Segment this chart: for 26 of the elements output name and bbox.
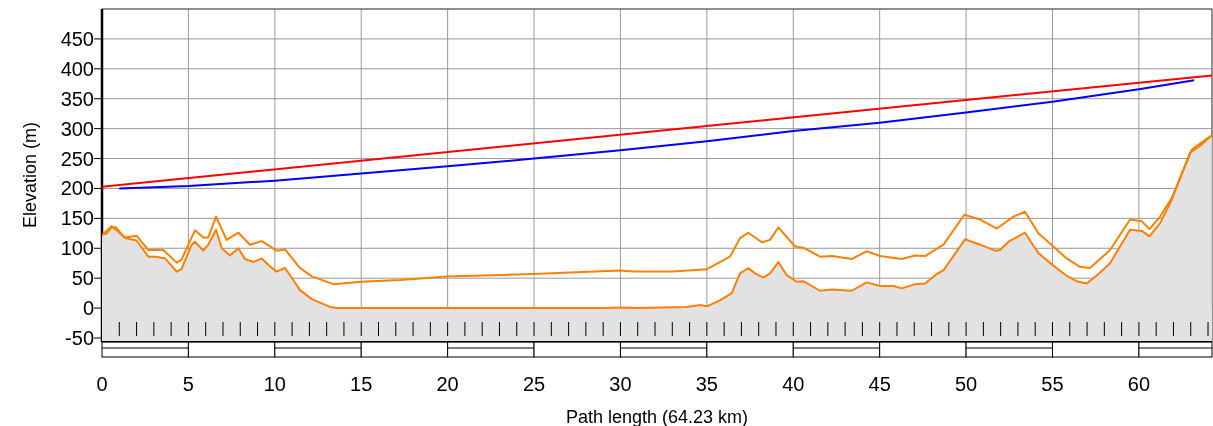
x-tick-label: 20 <box>436 373 459 395</box>
y-tick-label: 450 <box>60 27 94 50</box>
y-tick-label: 300 <box>60 117 94 140</box>
x-tick-label: 60 <box>1127 373 1151 395</box>
x-tick-label: 10 <box>263 373 286 395</box>
y-tick-label: 0 <box>82 297 94 320</box>
x-tick-label: 45 <box>868 373 891 395</box>
y-axis-title: Elevation (m) <box>20 121 40 229</box>
x-tick-label: 30 <box>609 373 632 395</box>
x-tick-label: 35 <box>695 373 718 395</box>
y-tick-label: 150 <box>60 207 94 230</box>
y-tick-label: 200 <box>60 177 94 200</box>
x-tick-label: 0 <box>96 373 108 395</box>
y-tick-label: -50 <box>65 327 94 350</box>
x-tick-label: 40 <box>782 373 805 395</box>
y-tick-label: 400 <box>60 57 94 80</box>
x-tick-label: 15 <box>350 373 373 395</box>
x-tick-label: 55 <box>1041 373 1064 395</box>
y-tick-label: 50 <box>71 267 94 290</box>
x-tick-label: 50 <box>954 373 978 395</box>
x-tick-label: 5 <box>182 373 194 395</box>
y-tick-label: 250 <box>60 147 94 170</box>
y-tick-label: 100 <box>60 237 94 260</box>
x-tick-label: 25 <box>522 373 546 395</box>
x-axis-title: Path length (64.23 km) <box>565 407 749 426</box>
y-tick-label: 350 <box>60 87 94 110</box>
